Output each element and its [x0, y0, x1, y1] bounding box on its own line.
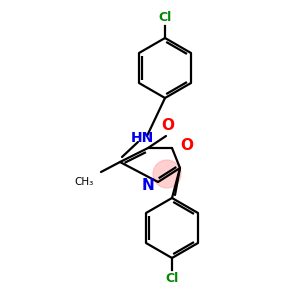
Circle shape — [153, 160, 181, 188]
Text: O: O — [180, 139, 193, 154]
Text: CH₃: CH₃ — [75, 177, 94, 187]
Text: O: O — [161, 118, 175, 133]
Text: HN: HN — [130, 131, 154, 145]
Text: Cl: Cl — [165, 272, 178, 285]
Text: N: N — [142, 178, 154, 193]
Text: Cl: Cl — [158, 11, 172, 24]
